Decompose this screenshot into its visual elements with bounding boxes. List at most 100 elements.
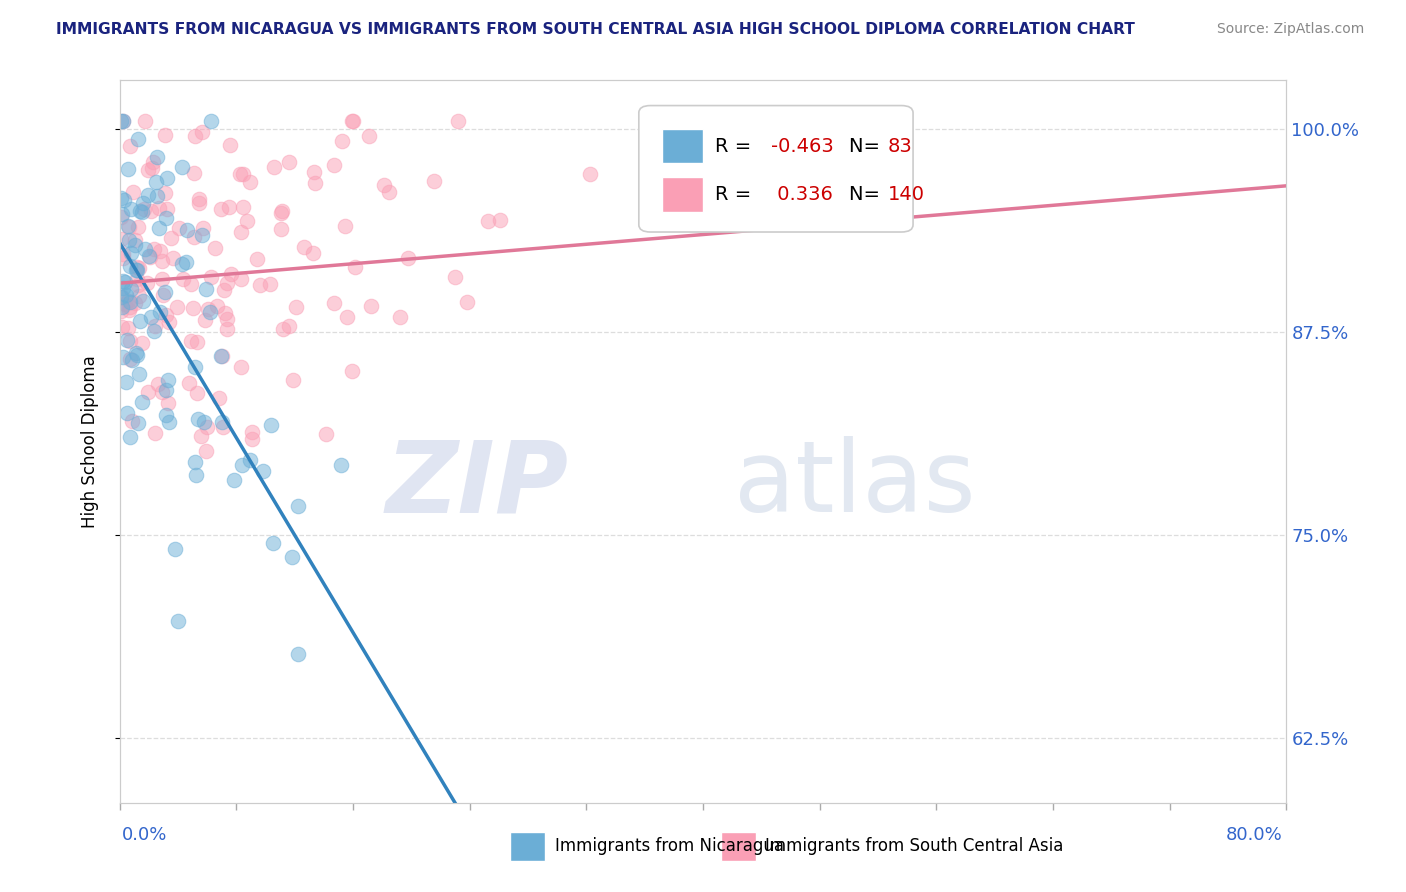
Point <box>156 373 179 387</box>
Point <box>342 114 364 128</box>
Point <box>359 129 381 144</box>
Point <box>115 406 138 420</box>
Point <box>145 175 167 189</box>
Point <box>315 426 337 441</box>
Point <box>167 614 190 628</box>
Point <box>127 417 149 431</box>
Point <box>195 419 218 434</box>
Point <box>200 114 222 128</box>
Point <box>114 296 136 310</box>
Point <box>302 165 325 179</box>
Point <box>281 373 304 387</box>
Point <box>118 302 141 317</box>
Point <box>173 271 195 285</box>
Text: R =: R = <box>714 185 758 204</box>
Point <box>163 541 186 556</box>
Point <box>322 158 344 172</box>
Point <box>114 275 136 289</box>
Point <box>249 277 271 292</box>
Bar <box>662 178 703 211</box>
Point <box>118 430 141 444</box>
Point <box>134 114 156 128</box>
Point <box>146 189 169 203</box>
Point <box>118 351 141 366</box>
Point <box>252 464 274 478</box>
Point <box>143 319 166 334</box>
Point <box>177 376 200 390</box>
Point <box>191 126 214 140</box>
Point <box>194 444 217 458</box>
Point <box>121 353 143 368</box>
Point <box>139 250 162 264</box>
Point <box>110 290 132 304</box>
Point <box>120 202 142 216</box>
Point <box>260 418 283 433</box>
Point <box>136 276 159 290</box>
Point <box>150 272 173 286</box>
Point <box>322 295 344 310</box>
Point <box>120 282 142 296</box>
Point <box>148 220 170 235</box>
Point <box>373 178 395 193</box>
Point <box>208 391 231 405</box>
Text: Immigrants from Nicaragua: Immigrants from Nicaragua <box>555 838 783 855</box>
Point <box>148 201 170 215</box>
Point <box>336 310 359 325</box>
Point <box>447 114 470 128</box>
Point <box>184 455 207 469</box>
Point <box>224 473 246 487</box>
Point <box>330 134 353 148</box>
Point <box>172 160 194 174</box>
Point <box>186 335 208 350</box>
Point <box>111 351 134 365</box>
Point <box>167 221 190 235</box>
Point <box>292 240 315 254</box>
Point <box>125 345 148 359</box>
Text: Immigrants from South Central Asia: Immigrants from South Central Asia <box>765 838 1063 855</box>
Point <box>155 409 177 423</box>
Point <box>188 195 211 210</box>
Point <box>117 161 139 176</box>
Point <box>141 161 163 175</box>
Point <box>110 211 132 225</box>
Point <box>156 396 179 410</box>
Point <box>117 219 139 233</box>
Point <box>278 155 301 169</box>
Point <box>148 377 170 392</box>
Point <box>111 300 134 314</box>
Point <box>217 322 239 336</box>
Text: IMMIGRANTS FROM NICARAGUA VS IMMIGRANTS FROM SOUTH CENTRAL ASIA HIGH SCHOOL DIPL: IMMIGRANTS FROM NICARAGUA VS IMMIGRANTS … <box>56 22 1135 37</box>
Point <box>125 260 148 274</box>
Point <box>111 206 134 220</box>
Point <box>215 312 238 326</box>
Text: ZIP: ZIP <box>385 436 569 533</box>
Point <box>271 321 294 335</box>
Point <box>259 277 281 291</box>
FancyBboxPatch shape <box>638 105 912 232</box>
Point <box>215 277 238 291</box>
Point <box>143 325 166 339</box>
Point <box>124 238 146 252</box>
Point <box>229 167 252 181</box>
Point <box>280 549 302 564</box>
Point <box>111 319 134 334</box>
Point <box>118 233 141 247</box>
Point <box>142 154 165 169</box>
Point <box>150 384 173 399</box>
Point <box>340 114 363 128</box>
Point <box>139 310 162 324</box>
Point <box>239 176 262 190</box>
Point <box>187 411 209 425</box>
Point <box>235 214 257 228</box>
Point <box>118 260 141 274</box>
Point <box>162 251 184 265</box>
Point <box>184 360 207 375</box>
Point <box>120 300 142 314</box>
Point <box>112 281 135 295</box>
Point <box>218 200 240 214</box>
Text: 0.0%: 0.0% <box>122 826 167 844</box>
Point <box>156 202 179 216</box>
Point <box>187 192 209 206</box>
Point <box>444 269 467 284</box>
Bar <box>510 831 546 861</box>
